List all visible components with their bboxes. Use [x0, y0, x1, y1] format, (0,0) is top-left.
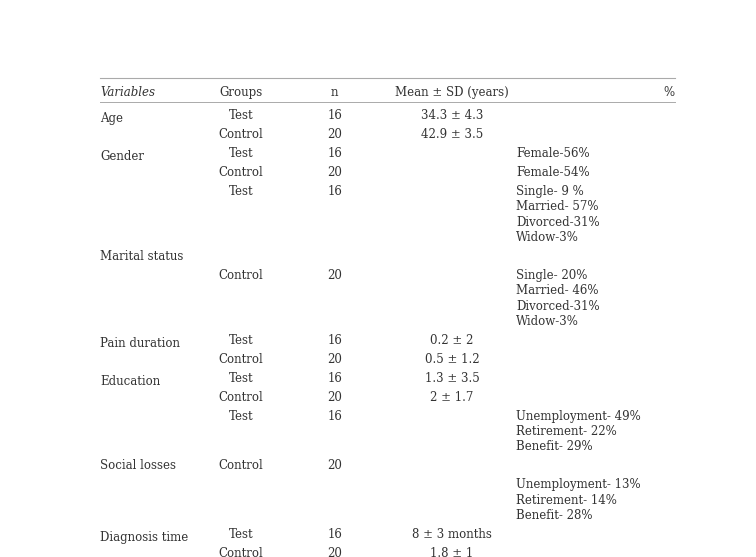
Text: 16: 16: [327, 528, 342, 541]
Text: 16: 16: [327, 109, 342, 123]
Text: 0.2 ± 2: 0.2 ± 2: [430, 334, 473, 347]
Text: Control: Control: [218, 353, 263, 366]
Text: Divorced-31%: Divorced-31%: [516, 300, 600, 312]
Text: 20: 20: [327, 128, 342, 141]
Text: Diagnosis time: Diagnosis time: [101, 531, 188, 544]
Text: Female-54%: Female-54%: [516, 166, 590, 179]
Text: 1.8 ± 1: 1.8 ± 1: [430, 547, 473, 557]
Text: Test: Test: [228, 528, 253, 541]
Text: Test: Test: [228, 109, 253, 123]
Text: Retirement- 14%: Retirement- 14%: [516, 494, 617, 506]
Text: Pain duration: Pain duration: [101, 337, 181, 350]
Text: Unemployment- 13%: Unemployment- 13%: [516, 478, 641, 491]
Text: 16: 16: [327, 185, 342, 198]
Text: Married- 57%: Married- 57%: [516, 200, 599, 213]
Text: 16: 16: [327, 147, 342, 160]
Text: Female-56%: Female-56%: [516, 147, 590, 160]
Text: 1.3 ± 3.5: 1.3 ± 3.5: [425, 372, 479, 385]
Text: Control: Control: [218, 547, 263, 557]
Text: Gender: Gender: [101, 150, 144, 163]
Text: Test: Test: [228, 409, 253, 423]
Text: Education: Education: [101, 375, 160, 388]
Text: 20: 20: [327, 547, 342, 557]
Text: 16: 16: [327, 409, 342, 423]
Text: %: %: [664, 86, 674, 99]
Text: 0.5 ± 1.2: 0.5 ± 1.2: [425, 353, 479, 366]
Text: Benefit- 29%: Benefit- 29%: [516, 441, 593, 453]
Text: 20: 20: [327, 353, 342, 366]
Text: Control: Control: [218, 390, 263, 404]
Text: Benefit- 28%: Benefit- 28%: [516, 509, 593, 522]
Text: Control: Control: [218, 460, 263, 472]
Text: Widow-3%: Widow-3%: [516, 315, 579, 328]
Text: n: n: [331, 86, 339, 99]
Text: Variables: Variables: [101, 86, 156, 99]
Text: Retirement- 22%: Retirement- 22%: [516, 425, 617, 438]
Text: Age: Age: [101, 113, 123, 125]
Text: 8 ± 3 months: 8 ± 3 months: [412, 528, 492, 541]
Text: 20: 20: [327, 390, 342, 404]
Text: Test: Test: [228, 185, 253, 198]
Text: Control: Control: [218, 128, 263, 141]
Text: Test: Test: [228, 372, 253, 385]
Text: Control: Control: [218, 166, 263, 179]
Text: Control: Control: [218, 269, 263, 282]
Text: 2 ± 1.7: 2 ± 1.7: [430, 390, 473, 404]
Text: Divorced-31%: Divorced-31%: [516, 216, 600, 229]
Text: Test: Test: [228, 147, 253, 160]
Text: Single- 20%: Single- 20%: [516, 269, 587, 282]
Text: Groups: Groups: [219, 86, 262, 99]
Text: 16: 16: [327, 334, 342, 347]
Text: Married- 46%: Married- 46%: [516, 284, 599, 297]
Text: Social losses: Social losses: [101, 460, 176, 472]
Text: Single- 9 %: Single- 9 %: [516, 185, 584, 198]
Text: Mean ± SD (years): Mean ± SD (years): [395, 86, 509, 99]
Text: 34.3 ± 4.3: 34.3 ± 4.3: [420, 109, 483, 123]
Text: Unemployment- 49%: Unemployment- 49%: [516, 409, 641, 423]
Text: 20: 20: [327, 166, 342, 179]
Text: Test: Test: [228, 334, 253, 347]
Text: 20: 20: [327, 460, 342, 472]
Text: Marital status: Marital status: [101, 250, 184, 263]
Text: 42.9 ± 3.5: 42.9 ± 3.5: [421, 128, 483, 141]
Text: 20: 20: [327, 269, 342, 282]
Text: 16: 16: [327, 372, 342, 385]
Text: Widow-3%: Widow-3%: [516, 231, 579, 244]
